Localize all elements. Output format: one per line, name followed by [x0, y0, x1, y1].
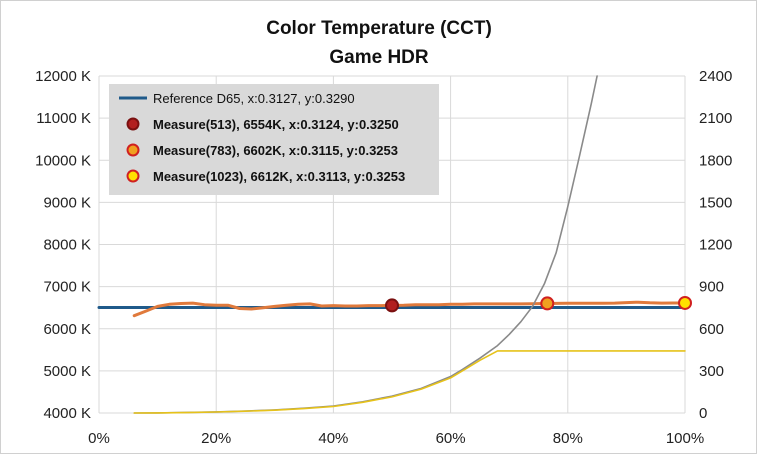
x-tick-label: 20% [201, 430, 231, 447]
legend-marker-swatch [126, 117, 140, 131]
chart-title: Color Temperature (CCT) [266, 18, 492, 39]
y-right-tick-label: 0 [699, 405, 707, 422]
legend-box [109, 84, 439, 195]
series-line-3 [133, 350, 686, 414]
y-left-tick-label: 10000 K [35, 152, 91, 169]
chart-subtitle: Game HDR [329, 47, 429, 68]
legend-marker-swatch [126, 143, 140, 157]
y-right-tick-label: 2100 [699, 110, 732, 127]
y-left-tick-label: 11000 K [36, 110, 91, 127]
legend-label: Measure(783), 6602K, x:0.3115, y:0.3253 [153, 143, 398, 158]
legend-marker-swatch [126, 169, 140, 183]
y-left-tick-label: 4000 K [43, 405, 91, 422]
legend-label: Measure(513), 6554K, x:0.3124, y:0.3250 [153, 117, 399, 132]
y-right-tick-label: 300 [699, 363, 724, 380]
y-right-tick-label: 600 [699, 321, 724, 338]
y-left-tick-label: 8000 K [43, 237, 91, 254]
x-tick-label: 80% [553, 430, 583, 447]
y-right-tick-label: 900 [699, 279, 724, 296]
y-left-tick-label: 9000 K [43, 194, 91, 211]
x-tick-label: 40% [318, 430, 348, 447]
y-left-tick-label: 6000 K [43, 321, 91, 338]
marker-layer [385, 295, 692, 313]
series-line-1 [132, 300, 687, 318]
y-right-tick-label: 1200 [699, 237, 732, 254]
x-tick-label: 60% [436, 430, 466, 447]
measure-marker-2 [678, 295, 692, 310]
legend: Reference D65, x:0.3127, y:0.3290 Measure… [109, 84, 439, 195]
y-left-tick-label: 7000 K [43, 279, 91, 296]
y-left-tick-label: 5000 K [43, 363, 91, 380]
axis-layer: 4000 K 5000 K 6000 K 7000 K 8000 K 9000 K 1000… [35, 68, 732, 447]
y-right-tick-label: 1800 [699, 152, 732, 169]
legend-label: Measure(1023), 6612K, x:0.3113, y:0.3253 [153, 169, 405, 184]
x-tick-label: 0% [88, 430, 110, 447]
measure-marker-1 [540, 296, 555, 311]
y-right-tick-label: 2400 [699, 68, 732, 85]
measure-marker-0 [385, 298, 399, 313]
legend-label: Reference D65, x:0.3127, y:0.3290 [153, 91, 355, 106]
x-tick-label: 100% [666, 430, 704, 447]
y-right-tick-label: 1500 [699, 194, 732, 211]
y-left-tick-label: 12000 K [35, 68, 91, 85]
